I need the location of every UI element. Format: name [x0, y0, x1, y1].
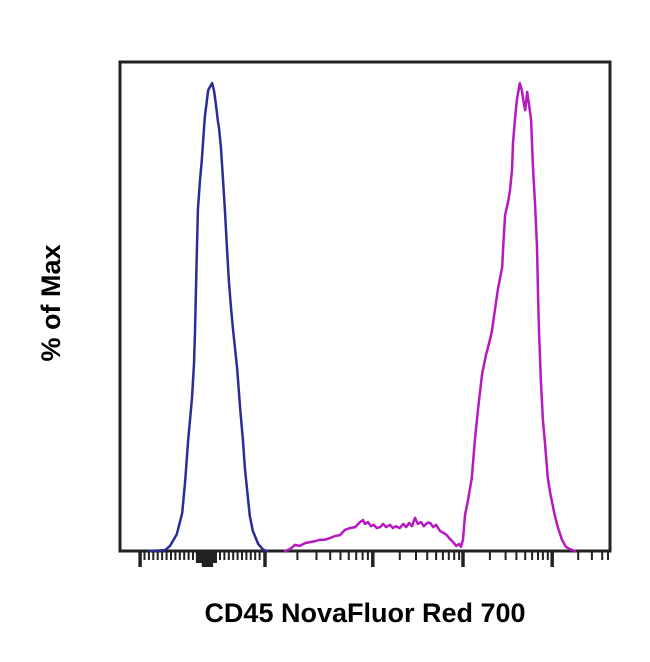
x-axis-zero-tick-cluster	[201, 550, 214, 567]
y-axis-label: % of Max	[36, 244, 66, 361]
x-axis-ticks	[138, 550, 609, 567]
x-axis-label: CD45 NovaFluor Red 700	[204, 598, 525, 628]
plot-frame	[118, 60, 612, 553]
histogram-curves	[148, 81, 577, 553]
histogram-curve-magenta	[283, 81, 577, 553]
histogram-curve-blue	[148, 81, 269, 553]
